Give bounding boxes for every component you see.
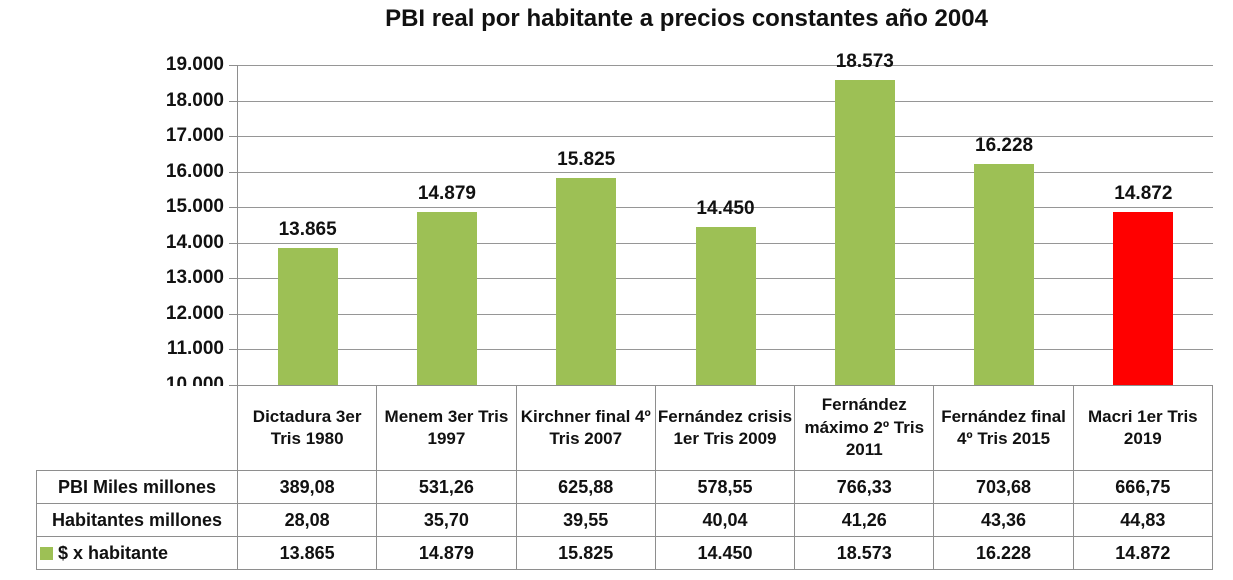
category-cell: Dictadura 3er Tris 1980 (236, 385, 378, 471)
value-cell: 35,70 (376, 503, 517, 537)
y-axis-tick-label: 15.000 (165, 196, 224, 218)
value-cell: 703,68 (933, 470, 1074, 504)
y-axis-tick (229, 207, 237, 209)
row-header-cell: Habitantes millones (36, 503, 238, 537)
value-cell: 666,75 (1072, 470, 1213, 504)
bar (556, 177, 617, 385)
value-cell: 14.872 (1072, 536, 1213, 570)
value-cell: 41,26 (794, 503, 935, 537)
y-axis-tick-label: 13.000 (165, 267, 224, 289)
bar-value-label: 14.879 (417, 182, 476, 204)
y-axis-tick (229, 349, 237, 351)
table-corner-blank (36, 385, 238, 471)
category-cell: Fernández final 4º Tris 2015 (933, 385, 1074, 471)
value-cell: 18.573 (794, 536, 935, 570)
bar-value-label: 15.825 (557, 148, 616, 170)
bar (416, 211, 477, 385)
bar-value-label: 13.865 (278, 218, 337, 240)
y-axis-tick-label: 19.000 (165, 54, 224, 75)
value-cell: 14.450 (654, 536, 796, 570)
plot-area: 13.865 14.879 15.825 14.450 18.573 16.228 14.8… (237, 51, 1213, 385)
value-cell: 43,36 (933, 503, 1074, 537)
category-cell: Kirchner final 4º Tris 2007 (515, 385, 656, 471)
row-header-cell: PBI Miles millones (36, 470, 238, 504)
y-axis-tick-label: 17.000 (165, 125, 224, 147)
row-header-cell: $ x habitante (36, 536, 238, 570)
data-table: Dictadura 3er Tris 1980 Menem 3er Tris 19… (36, 385, 1213, 570)
legend-key-icon (40, 546, 53, 560)
bar (695, 226, 756, 385)
category-cell: Fernández crisis 1er Tris 2009 (654, 385, 796, 471)
y-axis-tick (229, 136, 237, 138)
y-axis-tick (229, 278, 237, 280)
y-axis-tick (229, 100, 237, 102)
bar (974, 163, 1035, 385)
y-axis-tick-label: 12.000 (165, 302, 224, 324)
value-cell: 39,55 (515, 503, 656, 537)
y-axis-tick-label: 11.000 (166, 338, 224, 360)
value-cell: 28,08 (236, 503, 378, 537)
value-cell: 14.879 (376, 536, 517, 570)
y-axis-tick (229, 171, 237, 173)
y-axis-tick (229, 313, 237, 315)
chart-title: PBI real por habitante a precios constan… (385, 5, 988, 32)
bar (277, 247, 338, 385)
value-cell: 389,08 (236, 470, 378, 504)
bar-value-label: 14.872 (1114, 182, 1173, 204)
gridline (238, 136, 1213, 138)
category-cell: Fernández máximo 2º Tris 2011 (794, 385, 935, 471)
y-axis-tick-label: 18.000 (165, 89, 224, 111)
value-cell: 531,26 (376, 470, 517, 504)
bar-value-label: 18.573 (835, 51, 894, 73)
category-cell: Macri 1er Tris 2019 (1072, 385, 1213, 471)
gridline (238, 207, 1213, 209)
y-axis-tick-label: 16.000 (165, 160, 224, 182)
value-cell: 15.825 (515, 536, 656, 570)
gridline (238, 171, 1213, 173)
y-axis-tick-label: 14.000 (165, 231, 224, 253)
bar-value-label: 14.450 (696, 197, 755, 219)
bar (1113, 211, 1174, 385)
bar (834, 80, 895, 385)
value-cell: 44,83 (1072, 503, 1213, 537)
y-axis-tick (229, 65, 237, 66)
gridline (238, 65, 1213, 66)
value-cell: 578,55 (654, 470, 796, 504)
value-cell: 625,88 (515, 470, 656, 504)
bar-value-label: 16.228 (975, 134, 1034, 156)
y-axis-tick (229, 242, 237, 244)
value-cell: 16.228 (933, 536, 1074, 570)
value-cell: 766,33 (794, 470, 935, 504)
category-cell: Menem 3er Tris 1997 (376, 385, 517, 471)
value-cell: 13.865 (236, 536, 378, 570)
gridline (238, 100, 1213, 102)
value-cell: 40,04 (654, 503, 796, 537)
